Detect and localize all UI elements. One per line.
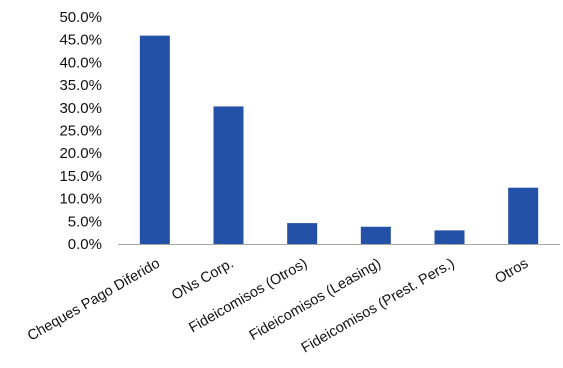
- x-tick-label: Fideicomisos (Leasing): [247, 256, 384, 344]
- y-tick-label: 5.0%: [68, 213, 102, 230]
- x-tick-label: Fideicomisos (Otros): [186, 256, 310, 337]
- y-tick-label: 25.0%: [59, 123, 102, 140]
- y-tick-label: 15.0%: [59, 168, 102, 185]
- y-tick-label: 10.0%: [59, 191, 102, 208]
- bar: [360, 226, 391, 244]
- y-tick-label: 20.0%: [59, 145, 102, 162]
- y-tick-label: 0.0%: [68, 236, 102, 253]
- x-tick-label: ONs Corp.: [169, 256, 236, 304]
- y-tick-label: 50.0%: [59, 9, 102, 26]
- x-axis: Cheques Pago Diferido ONs Corp.Fideicomis…: [25, 256, 531, 357]
- bar: [213, 106, 244, 244]
- x-tick-label: Otros: [492, 256, 531, 288]
- y-tick-label: 30.0%: [59, 100, 102, 117]
- y-axis: 0.0% 5.0% 10.0% 15.0% 20.0% 25.0% 30.0% 35.0% 40…: [59, 9, 102, 253]
- x-tick-label: Cheques Pago Diferido: [25, 256, 163, 345]
- y-tick-label: 45.0%: [59, 32, 102, 49]
- bar: [287, 223, 318, 244]
- bar: [434, 230, 465, 244]
- bar: [139, 35, 170, 244]
- bar: [508, 187, 539, 244]
- bars: [139, 35, 539, 244]
- y-tick-label: 40.0%: [59, 54, 102, 71]
- y-tick-label: 35.0%: [59, 77, 102, 94]
